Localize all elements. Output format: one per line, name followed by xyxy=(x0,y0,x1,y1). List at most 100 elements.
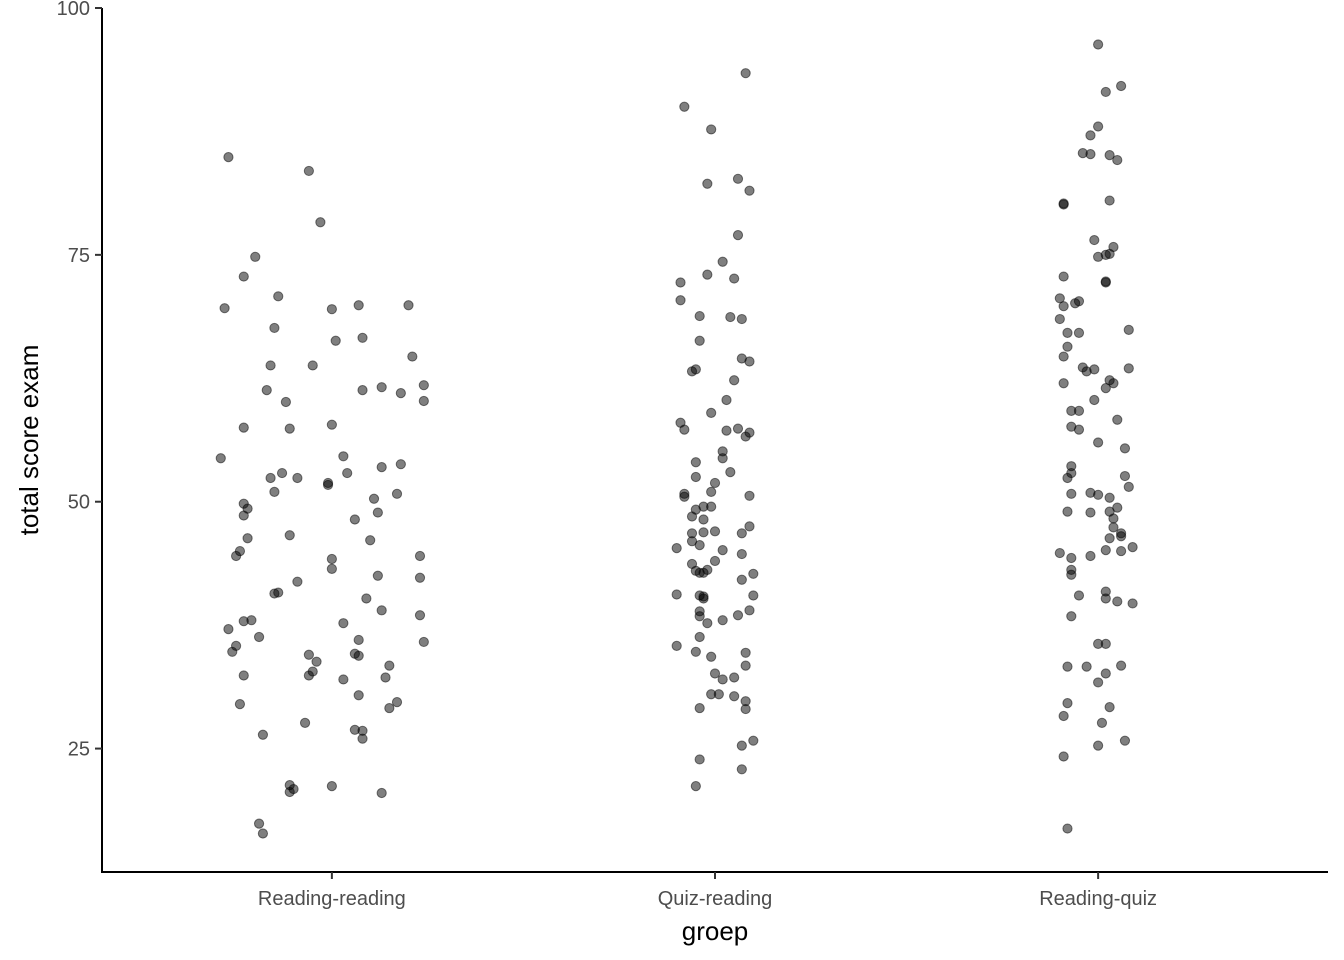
y-tick-label: 25 xyxy=(68,739,90,761)
data-point xyxy=(372,570,383,581)
data-point xyxy=(238,422,249,433)
data-point xyxy=(338,618,349,629)
data-point xyxy=(357,385,368,396)
data-point xyxy=(307,360,318,371)
data-point xyxy=(732,423,744,434)
data-point xyxy=(238,670,249,681)
data-point xyxy=(675,295,686,306)
data-point xyxy=(1093,489,1104,500)
data-point xyxy=(349,514,360,525)
data-point xyxy=(694,611,705,622)
data-point xyxy=(690,364,701,375)
data-point xyxy=(322,477,334,489)
data-point xyxy=(288,783,299,795)
data-point xyxy=(395,459,406,470)
data-point xyxy=(353,634,364,646)
data-point xyxy=(1054,313,1065,325)
data-point xyxy=(706,407,717,418)
data-point xyxy=(1093,740,1104,751)
data-point xyxy=(702,269,713,280)
data-point xyxy=(1112,414,1123,425)
data-point xyxy=(702,178,713,189)
data-point xyxy=(353,690,364,701)
data-point xyxy=(1089,364,1100,375)
data-point xyxy=(1100,383,1111,394)
data-point xyxy=(407,351,418,362)
data-point xyxy=(1112,502,1123,513)
data-point xyxy=(223,623,234,635)
data-point xyxy=(1058,301,1069,312)
data-point xyxy=(1104,533,1115,544)
data-point xyxy=(679,491,690,502)
data-point xyxy=(284,530,295,541)
data-point xyxy=(1093,677,1104,688)
data-point xyxy=(1104,195,1115,206)
data-point xyxy=(418,380,429,391)
data-point xyxy=(709,526,721,537)
data-point xyxy=(671,589,682,600)
data-point xyxy=(690,471,701,483)
y-axis-ticks: 25 50 75 100 xyxy=(57,0,102,761)
data-point xyxy=(1066,488,1077,499)
data-point xyxy=(1062,506,1073,517)
data-point xyxy=(372,507,383,518)
data-point xyxy=(694,754,705,765)
data-point xyxy=(1119,443,1131,454)
data-point xyxy=(238,510,249,521)
data-point xyxy=(725,466,736,478)
data-point xyxy=(1104,150,1115,161)
data-point xyxy=(1119,470,1131,482)
data-point xyxy=(748,590,759,601)
data-point xyxy=(717,544,728,556)
data-point xyxy=(395,387,406,399)
data-point xyxy=(729,375,740,386)
data-point xyxy=(280,396,291,408)
data-point xyxy=(706,124,717,135)
data-point xyxy=(250,251,261,262)
data-point xyxy=(353,300,364,311)
data-point xyxy=(736,528,747,539)
data-point xyxy=(253,818,265,829)
data-point xyxy=(1112,154,1123,166)
data-point xyxy=(744,490,755,501)
data-point xyxy=(702,618,713,629)
data-point xyxy=(1104,701,1115,713)
data-point xyxy=(721,394,732,406)
x-axis-title: groep xyxy=(682,916,749,946)
data-point xyxy=(1073,424,1085,435)
data-point xyxy=(706,651,717,662)
data-point xyxy=(269,588,280,599)
data-point xyxy=(1100,638,1111,650)
data-point xyxy=(253,631,265,643)
data-point xyxy=(1127,598,1138,609)
data-point xyxy=(257,729,269,740)
data-point xyxy=(671,543,682,554)
data-point xyxy=(357,332,368,343)
y-tick-label: 75 xyxy=(68,245,90,267)
data-point xyxy=(694,540,705,551)
data-point xyxy=(1100,668,1111,679)
data-point xyxy=(284,423,295,434)
data-point xyxy=(1085,550,1096,562)
data-point xyxy=(698,593,709,604)
data-point xyxy=(740,703,751,715)
data-point xyxy=(292,576,303,587)
data-point xyxy=(1116,545,1127,557)
data-point xyxy=(326,419,337,430)
data-point xyxy=(732,173,744,184)
data-point xyxy=(1096,717,1108,728)
data-point xyxy=(391,488,403,499)
data-point xyxy=(744,356,755,367)
data-point xyxy=(414,572,426,583)
data-point xyxy=(357,733,368,744)
data-point xyxy=(717,453,728,464)
data-point xyxy=(740,660,751,671)
data-point xyxy=(713,689,724,700)
points-layer xyxy=(215,39,1138,839)
data-point xyxy=(671,640,682,651)
data-point xyxy=(1073,327,1085,338)
data-point xyxy=(717,674,728,685)
data-point xyxy=(265,472,276,484)
data-point xyxy=(1123,481,1134,493)
data-point xyxy=(686,511,698,522)
